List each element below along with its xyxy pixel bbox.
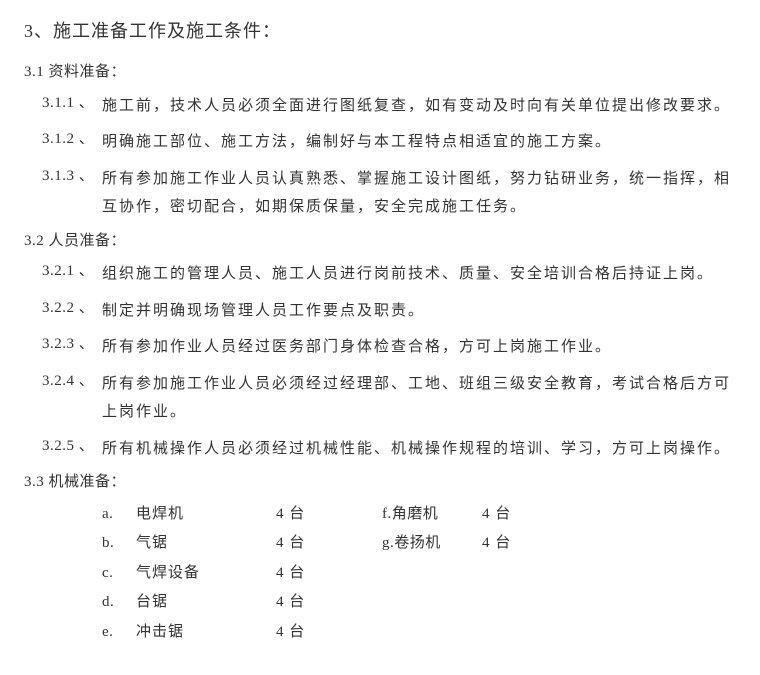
item-number: 3.1.1 、 xyxy=(42,92,102,121)
table-row: d. 台锯 4 台 xyxy=(102,590,736,616)
item-text: 明确施工部位、施工方法，编制好与本工程特点相适宜的施工方案。 xyxy=(102,128,736,157)
list-item: 3.2.2 、 制定并明确现场管理人员工作要点及职责。 xyxy=(24,297,736,326)
equip-name: 台锯 xyxy=(136,590,276,616)
equip-qty: 4 台 xyxy=(276,561,336,587)
list-item: 3.2.3 、 所有参加作业人员经过医务部门身体检查合格，方可上岗施工作业。 xyxy=(24,333,736,362)
item-number: 3.2.2 、 xyxy=(42,297,102,326)
table-row: c. 气焊设备 4 台 xyxy=(102,561,736,587)
item-text: 所有参加施工作业人员认真熟悉、掌握施工设计图纸，努力钻研业务，统一指挥，相互协作… xyxy=(102,165,736,222)
list-item: 3.1.1 、 施工前，技术人员必须全面进行图纸复查，如有变动及时向有关单位提出… xyxy=(24,92,736,121)
subsection-3-1: 3.1 资料准备： 3.1.1 、 施工前，技术人员必须全面进行图纸复查，如有变… xyxy=(24,61,736,222)
subsection-3-3: 3.3 机械准备： a. 电焊机 4 台 f.角磨机 4 台 b. 气锯 4 台… xyxy=(24,471,736,645)
table-row: e. 冲击锯 4 台 xyxy=(102,620,736,646)
list-item: 3.2.4 、 所有参加施工作业人员必须经过经理部、工地、班组三级安全教育，考试… xyxy=(24,370,736,427)
list-item: 3.2.1 、 组织施工的管理人员、施工人员进行岗前技术、质量、安全培训合格后持… xyxy=(24,260,736,289)
list-item: 3.2.5 、 所有机械操作人员必须经过机械性能、机械操作规程的培训、学习，方可… xyxy=(24,435,736,464)
equip-qty: 4 台 xyxy=(482,531,532,557)
equip-name: 电焊机 xyxy=(136,502,276,528)
equip-qty: 4 台 xyxy=(276,590,336,616)
equip-qty: 4 台 xyxy=(276,531,336,557)
list-item: 3.1.3 、 所有参加施工作业人员认真熟悉、掌握施工设计图纸，努力钻研业务，统… xyxy=(24,165,736,222)
item-text: 施工前，技术人员必须全面进行图纸复查，如有变动及时向有关单位提出修改要求。 xyxy=(102,92,736,121)
item-text: 所有机械操作人员必须经过机械性能、机械操作规程的培训、学习，方可上岗操作。 xyxy=(102,435,736,464)
equip-label: a. xyxy=(102,502,136,528)
item-text: 组织施工的管理人员、施工人员进行岗前技术、质量、安全培训合格后持证上岗。 xyxy=(102,260,736,289)
equip-name: 气焊设备 xyxy=(136,561,276,587)
item-number: 3.2.1 、 xyxy=(42,260,102,289)
item-text: 所有参加施工作业人员必须经过经理部、工地、班组三级安全教育，考试合格后方可上岗作… xyxy=(102,370,736,427)
item-number: 3.2.3 、 xyxy=(42,333,102,362)
equip-label: g.卷扬机 xyxy=(382,531,482,557)
equipment-list: a. 电焊机 4 台 f.角磨机 4 台 b. 气锯 4 台 g.卷扬机 4 台… xyxy=(24,502,736,646)
subsection-title: 3.3 机械准备： xyxy=(24,471,736,494)
equip-label: e. xyxy=(102,620,136,646)
item-text: 所有参加作业人员经过医务部门身体检查合格，方可上岗施工作业。 xyxy=(102,333,736,362)
equip-label: d. xyxy=(102,590,136,616)
equip-label: c. xyxy=(102,561,136,587)
item-number: 3.1.3 、 xyxy=(42,165,102,222)
equip-label: b. xyxy=(102,531,136,557)
item-text: 制定并明确现场管理人员工作要点及职责。 xyxy=(102,297,736,326)
item-number: 3.2.4 、 xyxy=(42,370,102,427)
table-row: a. 电焊机 4 台 f.角磨机 4 台 xyxy=(102,502,736,528)
equip-qty: 4 台 xyxy=(482,502,532,528)
item-number: 3.2.5 、 xyxy=(42,435,102,464)
section-title: 3、施工准备工作及施工条件： xyxy=(24,18,736,45)
table-row: b. 气锯 4 台 g.卷扬机 4 台 xyxy=(102,531,736,557)
subsection-3-2: 3.2 人员准备： 3.2.1 、 组织施工的管理人员、施工人员进行岗前技术、质… xyxy=(24,230,736,464)
list-item: 3.1.2 、 明确施工部位、施工方法，编制好与本工程特点相适宜的施工方案。 xyxy=(24,128,736,157)
equip-name: 冲击锯 xyxy=(136,620,276,646)
subsection-title: 3.2 人员准备： xyxy=(24,230,736,253)
subsection-title: 3.1 资料准备： xyxy=(24,61,736,84)
equip-label: f.角磨机 xyxy=(382,502,482,528)
equip-name: 气锯 xyxy=(136,531,276,557)
equip-qty: 4 台 xyxy=(276,620,336,646)
equip-qty: 4 台 xyxy=(276,502,336,528)
item-number: 3.1.2 、 xyxy=(42,128,102,157)
